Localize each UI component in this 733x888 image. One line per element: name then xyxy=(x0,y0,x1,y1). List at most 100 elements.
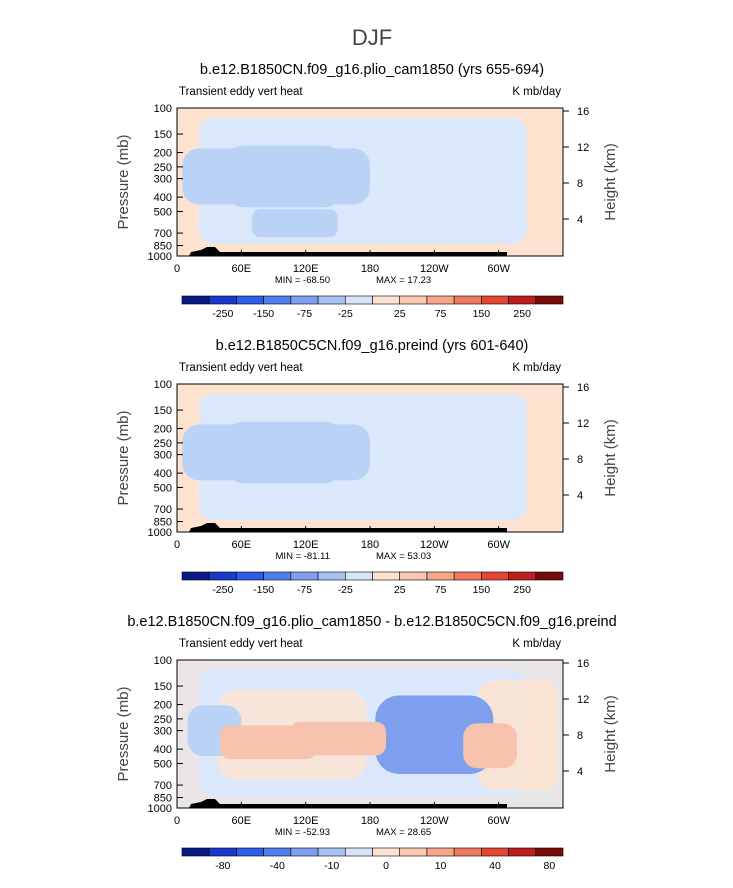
ytick-label: 850 xyxy=(154,241,172,253)
terrain-strip xyxy=(207,252,507,256)
xtick-label: 60E xyxy=(232,815,252,827)
colorbar-cell xyxy=(290,295,319,305)
y2tick-label: 12 xyxy=(577,418,589,430)
xtick-label: 120E xyxy=(293,539,319,551)
colorbar-cell xyxy=(372,847,401,857)
panels: b.e12.B1850CN.f09_g16.plio_cam1850 (yrs … xyxy=(115,62,619,872)
xtick-label: 0 xyxy=(174,539,180,551)
colorbar-cell xyxy=(399,847,428,857)
colorbar-cell xyxy=(317,847,346,857)
colorbar-cell xyxy=(372,571,401,581)
ytick-label: 400 xyxy=(154,744,172,756)
ytick-label: 200 xyxy=(154,700,172,712)
colorbar-cell xyxy=(317,295,346,305)
xtick-label: 0 xyxy=(174,263,180,275)
terrain-strip xyxy=(495,529,507,532)
colorbar-cell xyxy=(453,295,482,305)
colorbar-cell xyxy=(290,571,319,581)
xtick-label: 120W xyxy=(420,815,449,827)
colorbar-cell xyxy=(344,847,373,857)
ytick-label: 700 xyxy=(154,780,172,792)
colorbar-cell xyxy=(508,847,537,857)
colorbar-cell xyxy=(208,295,237,305)
y2tick-label: 4 xyxy=(577,766,583,778)
y2tick-label: 8 xyxy=(577,730,583,742)
colorbar-tick-label: 25 xyxy=(394,584,406,596)
left-label: Transient eddy vert heat xyxy=(179,638,303,650)
colorbar-tick-label: -250 xyxy=(212,584,233,596)
terrain-strip xyxy=(495,253,507,256)
colorbar-tick-label: 150 xyxy=(473,584,491,596)
y2tick-label: 8 xyxy=(577,454,583,466)
xtick-label: 120E xyxy=(293,263,319,275)
terrain-peak xyxy=(189,523,223,532)
panel-3: b.e12.B1850CN.f09_g16.plio_cam1850 - b.e… xyxy=(115,614,619,872)
colorbar-tick-label: -75 xyxy=(297,308,312,320)
colorbar-cell xyxy=(290,847,319,857)
right-label: K mb/day xyxy=(512,362,561,374)
figure-title: DJF xyxy=(352,25,392,50)
colorbar-tick-label: 40 xyxy=(489,860,501,872)
colorbar-tick-label: -10 xyxy=(324,860,339,872)
colorbar-tick-label: 25 xyxy=(394,308,406,320)
ytick-label: 1000 xyxy=(148,803,172,815)
y2tick-label: 8 xyxy=(577,178,583,190)
y2-axis-label: Height (km) xyxy=(602,143,619,221)
max-value: MAX = 28.65 xyxy=(376,827,431,838)
colorbar-tick-label: -150 xyxy=(253,584,274,596)
ytick-label: 700 xyxy=(154,228,172,240)
ytick-label: 500 xyxy=(154,758,172,770)
colorbar-cell xyxy=(426,571,455,581)
right-label: K mb/day xyxy=(512,638,561,650)
colorbar-cell xyxy=(426,847,455,857)
terrain-strip xyxy=(495,805,507,808)
right-label: K mb/day xyxy=(512,86,561,98)
left-label: Transient eddy vert heat xyxy=(179,362,303,374)
terrain-strip xyxy=(207,804,507,808)
colorbar-tick-label: 10 xyxy=(435,860,447,872)
colorbar-tick-label: 75 xyxy=(435,584,447,596)
terrain-strip xyxy=(207,528,507,532)
colorbar-tick-label: -75 xyxy=(297,584,312,596)
y-axis-label: Pressure (mb) xyxy=(115,686,132,781)
ytick-label: 300 xyxy=(154,174,172,186)
colorbar-cell xyxy=(481,847,509,857)
colorbar-cell xyxy=(263,571,292,581)
colorbar-cell xyxy=(263,847,292,857)
field-blob xyxy=(252,209,338,238)
ytick-label: 300 xyxy=(154,450,172,462)
colorbar-tick-label: 80 xyxy=(544,860,556,872)
xtick-label: 60W xyxy=(487,539,510,551)
ytick-label: 500 xyxy=(154,206,172,218)
colorbar-tick-label: 0 xyxy=(383,860,389,872)
max-value: MAX = 53.03 xyxy=(376,551,431,562)
colorbar-tick-label: 250 xyxy=(513,584,531,596)
ytick-label: 200 xyxy=(154,424,172,436)
colorbar-cell xyxy=(426,295,455,305)
colorbar-cell xyxy=(208,571,237,581)
colorbar-tick-label: -250 xyxy=(212,308,233,320)
colorbar-tick-label: 250 xyxy=(513,308,531,320)
ytick-label: 850 xyxy=(154,793,172,805)
ytick-label: 100 xyxy=(154,655,172,667)
colorbar-cell xyxy=(181,847,210,857)
ytick-label: 150 xyxy=(154,681,172,693)
left-label: Transient eddy vert heat xyxy=(179,86,303,98)
colorbar-cell xyxy=(535,847,564,857)
panel-title: b.e12.B1850C5CN.f09_g16.preind (yrs 601-… xyxy=(216,338,529,354)
xtick-label: 60E xyxy=(232,263,252,275)
colorbar-tick-label: 75 xyxy=(435,308,447,320)
terrain-peak xyxy=(189,799,223,808)
ytick-label: 300 xyxy=(154,726,172,738)
colorbar-cell xyxy=(181,571,210,581)
xtick-label: 0 xyxy=(174,815,180,827)
field-blob xyxy=(294,424,370,481)
xtick-label: 180 xyxy=(361,539,379,551)
min-value: MIN = -52.93 xyxy=(275,827,330,838)
y2-axis-label: Height (km) xyxy=(602,695,619,773)
y2tick-label: 4 xyxy=(577,490,583,502)
field-blob xyxy=(463,723,517,769)
y2tick-label: 16 xyxy=(577,106,589,118)
panel-title: b.e12.B1850CN.f09_g16.plio_cam1850 - b.e… xyxy=(127,614,616,630)
